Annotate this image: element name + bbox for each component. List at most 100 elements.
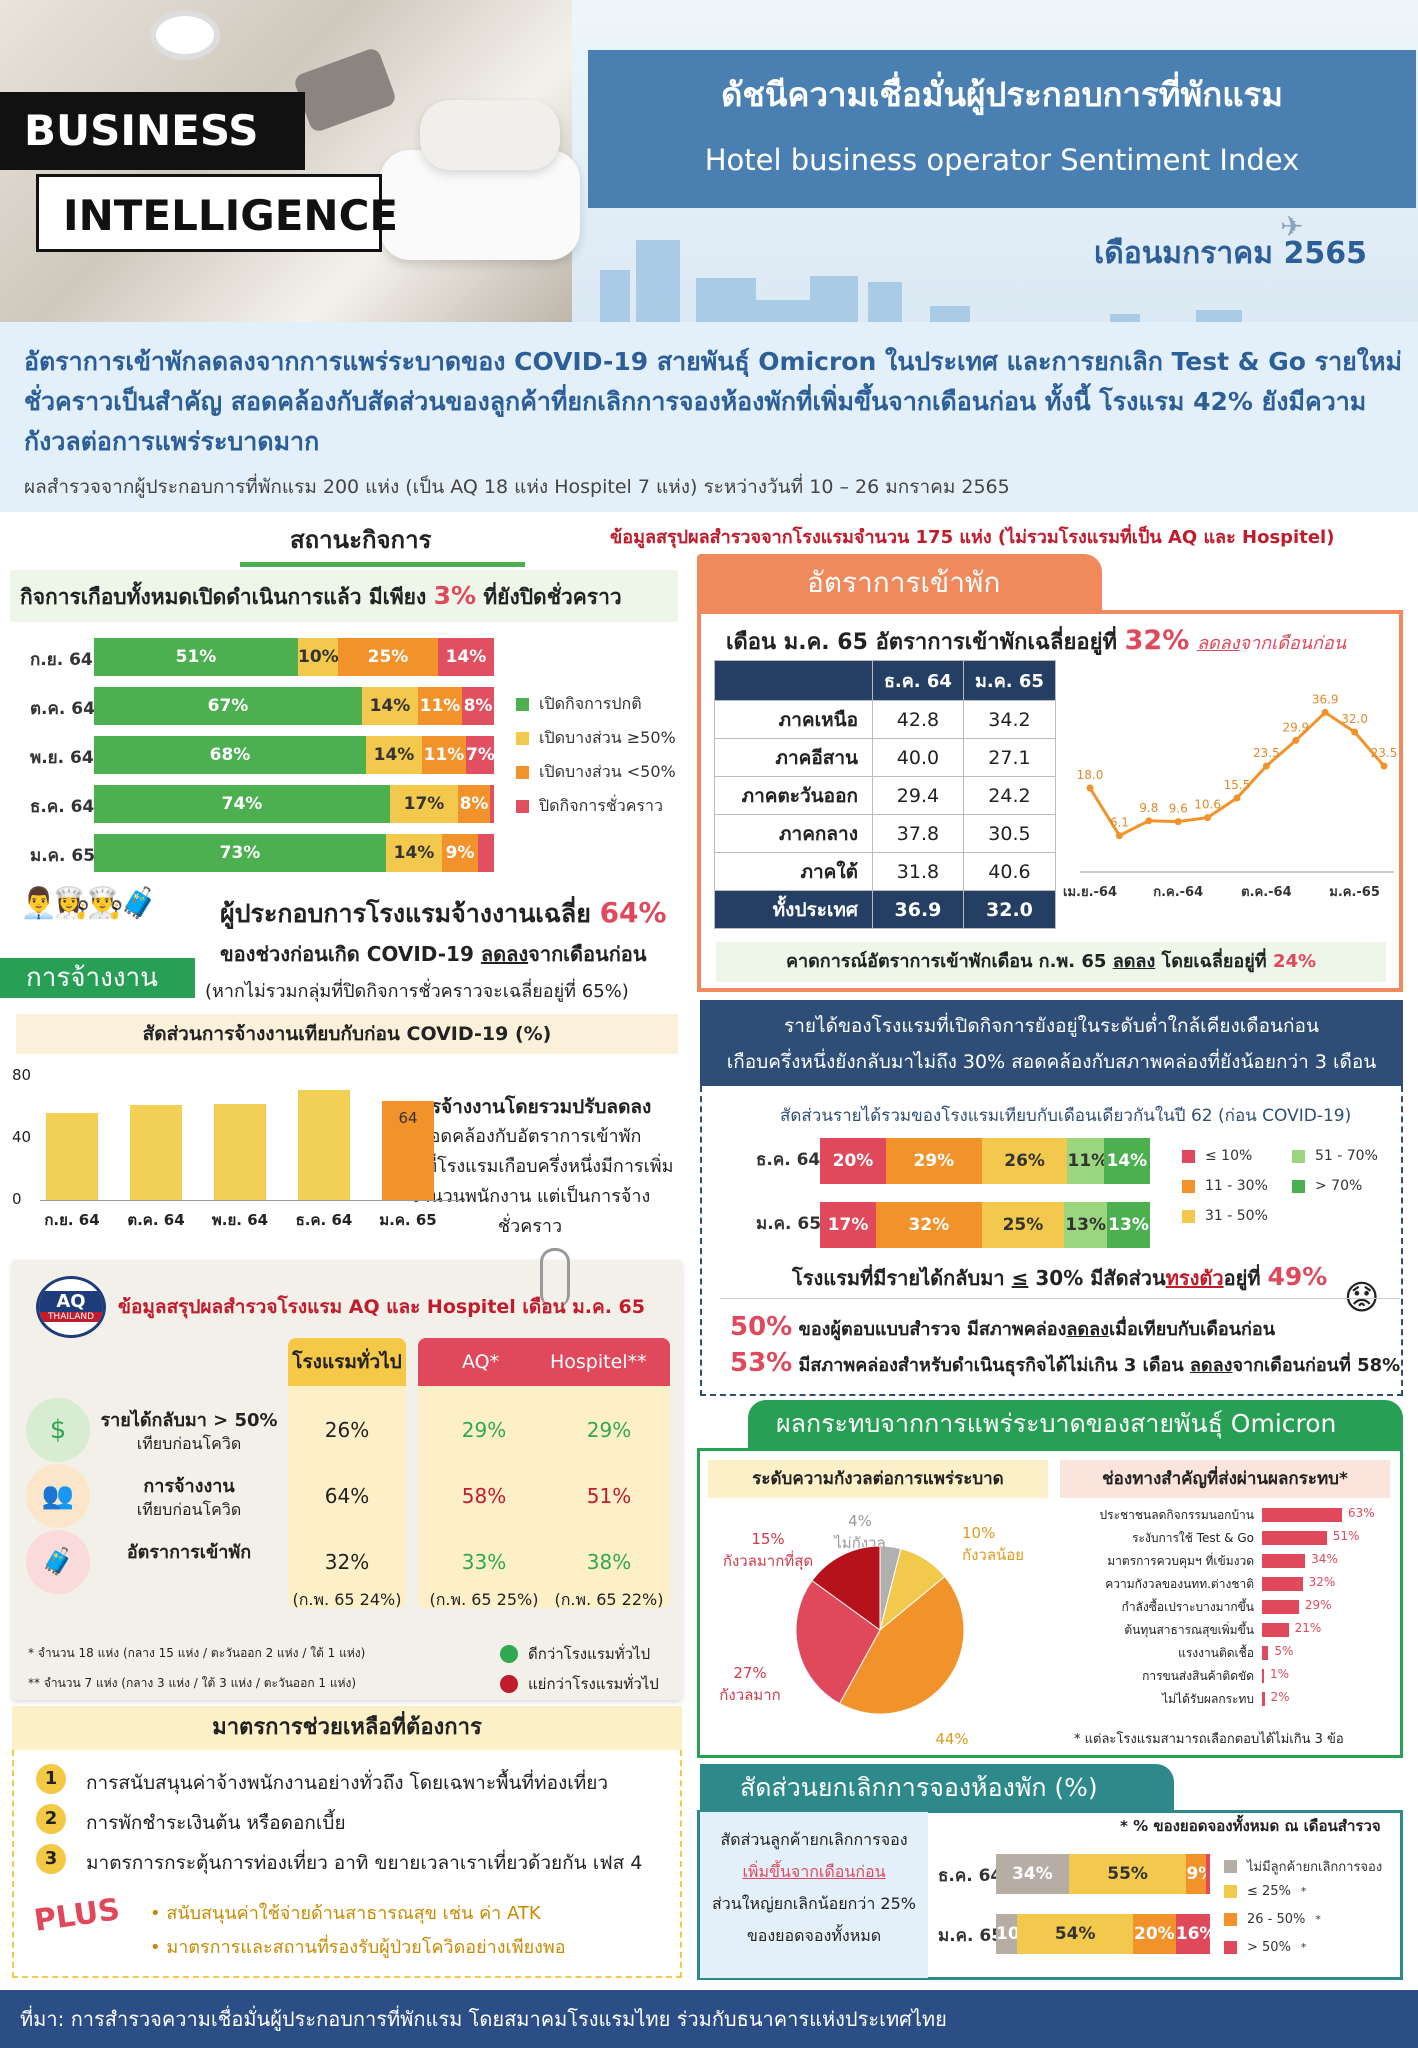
bar-category-label: ธ.ค. 64 xyxy=(756,1150,821,1170)
bar-segment: 7% xyxy=(466,736,494,774)
legend-swatch xyxy=(1292,1179,1305,1193)
liq2-a: มีสภาพคล่องสำหรับดำเนินธุรกิจได้ไม่เกิน … xyxy=(798,1355,1184,1376)
title-english: Hotel business operator Sentiment Index xyxy=(704,143,1300,177)
bar-category-label: ก.ย. 64 xyxy=(30,650,93,670)
bar-segment: 9% xyxy=(1186,1854,1206,1894)
aq-col-aq: AQ* xyxy=(462,1351,500,1373)
occupancy-head-u: ลดลง xyxy=(1196,633,1240,654)
aq-foot-hosp: (ก.พ. 65 22%) xyxy=(554,1590,664,1609)
pie-value-label: 44% xyxy=(935,1730,968,1748)
aq-col-hosp: Hospitel** xyxy=(550,1351,647,1373)
table-cell: 29.4 xyxy=(872,776,964,815)
y-tick-label: 40 xyxy=(12,1128,32,1146)
employment-headline: ผู้ประกอบการโรงแรมจ้างงานเฉลี่ย 64% xyxy=(220,894,667,934)
table-cell-region: ภาคอีสาน xyxy=(714,738,873,777)
table-cell: 37.8 xyxy=(872,814,964,853)
bar-segment: 16% xyxy=(1175,1914,1210,1954)
pie-slice xyxy=(838,1575,965,1715)
workers-icon: 👨‍💼👩‍🍳👨‍🍳🧳 xyxy=(20,886,157,921)
bar-segment: 8% xyxy=(458,785,490,823)
bar-segment: 14% xyxy=(438,638,494,676)
x-axis xyxy=(40,1200,460,1201)
legend-swatch xyxy=(1224,1913,1237,1926)
aq-row-sublabel: เทียบก่อนโควิด xyxy=(136,1434,242,1453)
point-label: 32.0 xyxy=(1341,712,1368,726)
employment-bar xyxy=(298,1089,350,1200)
table-cell-region: ภาคกลาง xyxy=(714,814,873,853)
revenue-stat-le: ≤ xyxy=(1011,1266,1029,1290)
aq-cell-general: 26% xyxy=(324,1418,370,1442)
employment-bar xyxy=(382,1100,434,1200)
line-point xyxy=(1292,736,1300,744)
bar-segment: 11% xyxy=(422,736,466,774)
title-underline xyxy=(240,562,525,567)
occupancy-tab-label: อัตราการเข้าพัก xyxy=(807,566,1001,599)
line-point xyxy=(1145,817,1153,825)
table-cell: 32.0 xyxy=(962,890,1057,929)
aq-col-general: โรงแรมทั่วไป xyxy=(288,1338,406,1386)
stacked-bar: 34%55%9% xyxy=(996,1854,1210,1894)
bar-segment: 14% xyxy=(1103,1138,1150,1184)
line-point xyxy=(1233,794,1241,802)
bar-segment xyxy=(1205,1854,1210,1894)
pie-category-label: กังวลน้อย xyxy=(962,1546,1024,1564)
table-cell: 42.8 xyxy=(872,700,964,739)
source-footer: ที่มา: การสำรวจความเชื่อมั่นผู้ประกอบการ… xyxy=(0,1990,1418,2048)
intro-headline: อัตราการเข้าพักลดลงจากการแพร่ระบาดของ CO… xyxy=(24,347,1402,456)
legend-item: 11 - 30% xyxy=(1182,1178,1268,1194)
aq-title: ข้อมูลสรุปผลสำรวจโรงแรม AQ และ Hospitel … xyxy=(118,1296,645,1318)
legend-swatch xyxy=(1182,1209,1195,1223)
legend-item: > 50% * xyxy=(1224,1940,1306,1955)
y-tick-label: 0 xyxy=(12,1190,22,1208)
legend-worse-label: แย่กว่าโรงแรมทั่วไป xyxy=(528,1675,659,1693)
employment-line2-u: ลดลง xyxy=(480,942,529,966)
impact-value-label: 34% xyxy=(1311,1552,1338,1566)
impact-category-label: ไม่ได้รับผลกระทบ xyxy=(1162,1692,1254,1706)
bar-segment: 51% xyxy=(94,638,298,676)
impact-value-label: 51% xyxy=(1332,1529,1360,1543)
legend-swatch xyxy=(516,698,529,711)
employment-line2-a: ของช่วงก่อนเกิด COVID-19 xyxy=(220,942,474,966)
pie-slice xyxy=(795,1579,881,1705)
pie-category-label: กังวลมาก xyxy=(719,1686,780,1704)
stacked-bar: 10%54%20%16% xyxy=(996,1914,1210,1954)
impact-bar xyxy=(1262,1554,1306,1568)
bar-segment: 55% xyxy=(1068,1854,1187,1894)
employment-bar xyxy=(214,1103,266,1200)
employment-bar xyxy=(130,1105,182,1200)
luggage-icon: 🧳 xyxy=(26,1530,90,1594)
measure-item: การพักชำระเงินต้น หรือดอกเบี้ย xyxy=(86,1812,346,1834)
liq1-u: ลดลง xyxy=(1066,1319,1109,1340)
employment-bar xyxy=(46,1113,98,1200)
table-cell: 27.1 xyxy=(962,738,1057,777)
bar-segment: 10% xyxy=(996,1914,1018,1954)
impact-bar xyxy=(1262,1646,1269,1660)
x-tick-label: เม.ย.-64 xyxy=(1063,885,1117,900)
bar-segment: 14% xyxy=(366,736,422,774)
x-tick-label: ต.ค. 64 xyxy=(127,1211,185,1229)
table-cell-region: ภาคเหนือ xyxy=(714,700,873,739)
legend-item: ไม่มีลูกค้ายกเลิกการจอง xyxy=(1224,1856,1382,1877)
table-cell: 40.0 xyxy=(872,738,964,777)
revenue-stat-c: อยู่ที่ xyxy=(1223,1266,1261,1290)
bar-segment xyxy=(490,785,494,823)
revenue-stat-u: ทรงตัว xyxy=(1165,1266,1224,1290)
stacked-bar: 51% 10% 25% 14% xyxy=(94,638,494,676)
legend-label: ≤ 25% xyxy=(1247,1884,1291,1899)
legend-item: 51 - 70% xyxy=(1292,1148,1378,1164)
legend-label: ปิดกิจการชั่วคราว xyxy=(539,796,663,815)
aq-cell-aq: 33% xyxy=(461,1550,507,1574)
bars-note: * แต่ละโรงแรมสามารถเลือกตอบได้ไม่เกิน 3 … xyxy=(1074,1732,1344,1747)
impact-value-label: 2% xyxy=(1270,1690,1290,1704)
point-label: 15.5 xyxy=(1224,778,1251,792)
table-row: ภาคตะวันออก 29.4 24.2 xyxy=(714,776,1057,815)
subtitle-part-b: ที่ยังปิดชั่วคราว xyxy=(483,585,622,609)
measure-number: 1 xyxy=(36,1764,66,1794)
legend-swatch xyxy=(1182,1179,1195,1193)
line-point xyxy=(1204,814,1212,822)
occupancy-line xyxy=(1088,710,1386,838)
employment-line2-b: จากเดือนก่อน xyxy=(528,942,647,966)
legend-item: ≤ 10% xyxy=(1182,1148,1252,1164)
aq-row-label: อัตราการเข้าพัก xyxy=(126,1542,252,1563)
line-point xyxy=(1380,762,1388,770)
